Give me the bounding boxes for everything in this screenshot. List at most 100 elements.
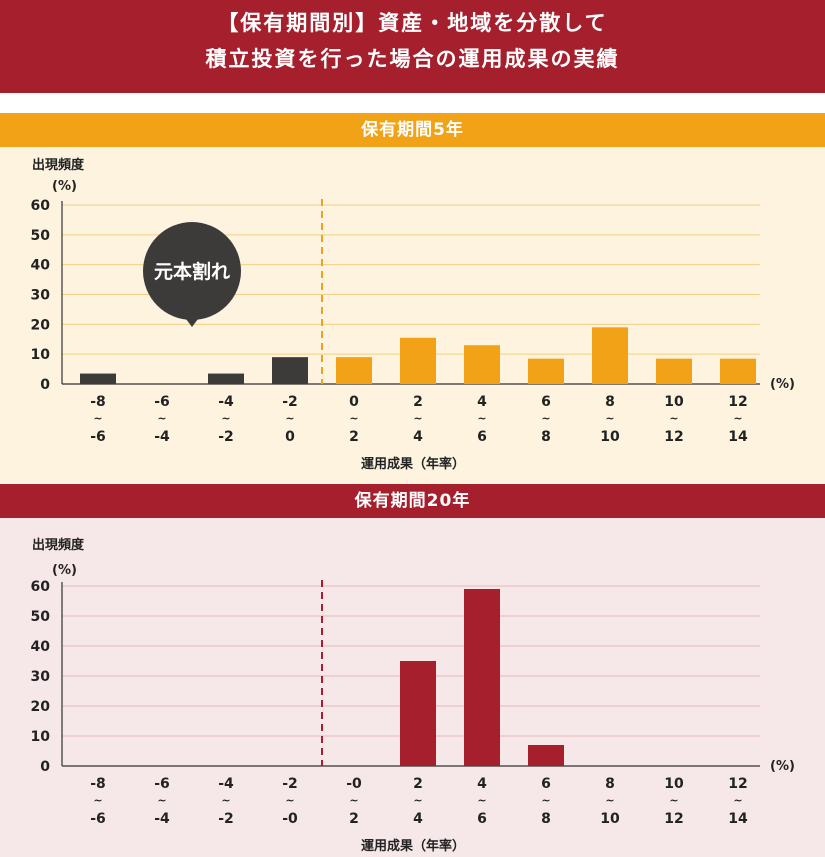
chart20-xtick-to: 14 (728, 811, 748, 827)
chart20-xtick-from: -8 (90, 776, 106, 792)
chart20-xtick-from: -4 (218, 776, 234, 792)
bar-chart-5y: 出現頻度 (%) 0 10 20 30 40 50 60 -8 ~ -6 -6 ~ -4 -4 ~ -2 -2 ~0 0… (31, 157, 795, 472)
chart5-xtick-to: -4 (154, 429, 170, 445)
chart5-bar (720, 358, 756, 384)
chart5-yunit: (%) (52, 179, 77, 194)
chart5-bar (336, 357, 372, 384)
chart20-xtick-tilde: ~ (285, 794, 294, 807)
chart5-ytick-label: 10 (31, 347, 51, 363)
chart5-xtick-from: -6 (154, 394, 170, 410)
chart5-xtick-to: 14 (728, 429, 748, 445)
chart20-ytick-label: 40 (31, 639, 51, 655)
chart20-ytick-label: 50 (31, 609, 51, 625)
chart20-xtick-to: -4 (154, 811, 170, 827)
header-banner: 【保有期間別】資産・地域を分散して 積立投資を行った場合の運用成果の実績 (0, 0, 825, 93)
chart20-ytick-label: 10 (31, 729, 51, 745)
chart20-xlabel: 運用成果（年率） (361, 838, 465, 854)
chart20-xunit: (%) (770, 759, 795, 774)
chart20-bar (400, 661, 436, 766)
chart5-xtick-from: 4 (477, 394, 487, 410)
chart5-xtick-from: -4 (218, 394, 234, 410)
chart20-xtick-tilde: ~ (477, 794, 486, 807)
chart20-xtick-to: -0 (282, 811, 298, 827)
chart20-xtick-to: 4 (413, 811, 423, 827)
chart-panel-20y: 出現頻度 (%) 0 10 20 30 40 50 60 -8 ~ -6 -6 ~ -4 -4 ~ -2 -2 ~ -0… (0, 518, 825, 857)
section-title-5y: 保有期間5年 (0, 113, 825, 147)
chart20-xtick-from: -2 (282, 776, 298, 792)
chart5-xtick-from: -8 (90, 394, 106, 410)
chart20-xtick-from: 10 (664, 776, 684, 792)
callout-label: 元本割れ (154, 260, 230, 283)
chart5-xtick-to: 6 (477, 429, 487, 445)
chart5-xtick-to: -6 (90, 429, 106, 445)
chart5-bar (272, 357, 308, 384)
chart20-xtick-from: -0 (346, 776, 362, 792)
chart20-ytick-label: 0 (40, 759, 50, 775)
chart20-xtick-to: 2 (349, 811, 359, 827)
chart20-xtick-from: 8 (605, 776, 615, 792)
chart5-xtick-from: 0 (349, 394, 359, 410)
chart5-xtick-tilde: ~ (413, 412, 422, 425)
chart5-ytick-label: 60 (31, 198, 51, 214)
chart20-xtick-tilde: ~ (157, 794, 166, 807)
chart20-xtick-tilde: ~ (541, 794, 550, 807)
chart5-ytick-label: 30 (31, 288, 51, 304)
chart5-xunit: (%) (770, 377, 795, 392)
chart20-xtick-to: -6 (90, 811, 106, 827)
chart20-xtick-from: 12 (728, 776, 747, 792)
chart5-xtick-to: 2 (349, 429, 359, 445)
chart5-xtick-tilde: ~ (93, 412, 102, 425)
chart20-ylabel: 出現頻度 (32, 537, 85, 553)
chart5-xtick-from: -2 (282, 394, 298, 410)
chart20-xtick-to: 6 (477, 811, 487, 827)
chart20-xtick-to: 10 (600, 811, 620, 827)
chart5-bar (592, 327, 628, 384)
chart5-ytick-label: 40 (31, 258, 51, 274)
chart5-xtick-tilde: ~ (157, 412, 166, 425)
chart20-xtick-from: -6 (154, 776, 170, 792)
chart5-bar (208, 373, 244, 384)
chart5-xtick-tilde: ~ (733, 412, 742, 425)
chart20-ytick-label: 60 (31, 579, 51, 595)
chart20-bar (528, 745, 564, 766)
chart5-xtick-tilde: ~ (669, 412, 678, 425)
chart5-bar (80, 373, 116, 384)
chart20-xtick-tilde: ~ (669, 794, 678, 807)
chart5-xtick-tilde: ~ (541, 412, 550, 425)
chart5-bar (464, 345, 500, 384)
chart5-xtick-tilde: ~ (477, 412, 486, 425)
chart20-xtick-tilde: ~ (413, 794, 422, 807)
chart5-xtick-from: 2 (413, 394, 423, 410)
chart5-ytick-label: 20 (31, 317, 51, 333)
chart5-xtick-to: 0 (285, 429, 295, 445)
chart20-xtick-tilde: ~ (93, 794, 102, 807)
chart20-bar (464, 589, 500, 766)
chart5-xtick-tilde: ~ (221, 412, 230, 425)
chart20-xtick-to: -2 (218, 811, 234, 827)
header-title-line1: 【保有期間別】資産・地域を分散して (217, 11, 608, 35)
chart20-xtick-from: 6 (541, 776, 551, 792)
chart5-xtick-from: 12 (728, 394, 747, 410)
chart5-xtick-from: 6 (541, 394, 551, 410)
chart20-ytick-label: 30 (31, 669, 51, 685)
chart20-xtick-to: 8 (541, 811, 551, 827)
chart5-xtick-to: 8 (541, 429, 551, 445)
chart20-ytick-label: 20 (31, 699, 51, 715)
chart5-xtick-to: 10 (600, 429, 620, 445)
callout-bubble (143, 222, 241, 320)
header-title-line2: 積立投資を行った場合の運用成果の実績 (205, 47, 620, 71)
chart20-yunit: (%) (52, 563, 77, 578)
chart5-xlabel: 運用成果（年率） (361, 456, 465, 472)
chart5-bar (656, 358, 692, 384)
section-title-20y: 保有期間20年 (0, 484, 825, 518)
chart5-bar (528, 358, 564, 384)
chart5-xtick-from: 8 (605, 394, 615, 410)
chart5-xtick-tilde: ~ (349, 412, 358, 425)
chart5-xtick-tilde: ~ (605, 412, 614, 425)
chart20-xtick-tilde: ~ (733, 794, 742, 807)
chart20-xtick-tilde: ~ (221, 794, 230, 807)
chart20-xtick-to: 12 (664, 811, 683, 827)
chart5-ytick-label: 0 (40, 377, 50, 393)
chart5-xtick-to: 12 (664, 429, 683, 445)
chart-panel-5y: 出現頻度 (%) 0 10 20 30 40 50 60 -8 ~ -6 -6 ~ -4 -4 ~ -2 -2 ~0 0… (0, 147, 825, 484)
